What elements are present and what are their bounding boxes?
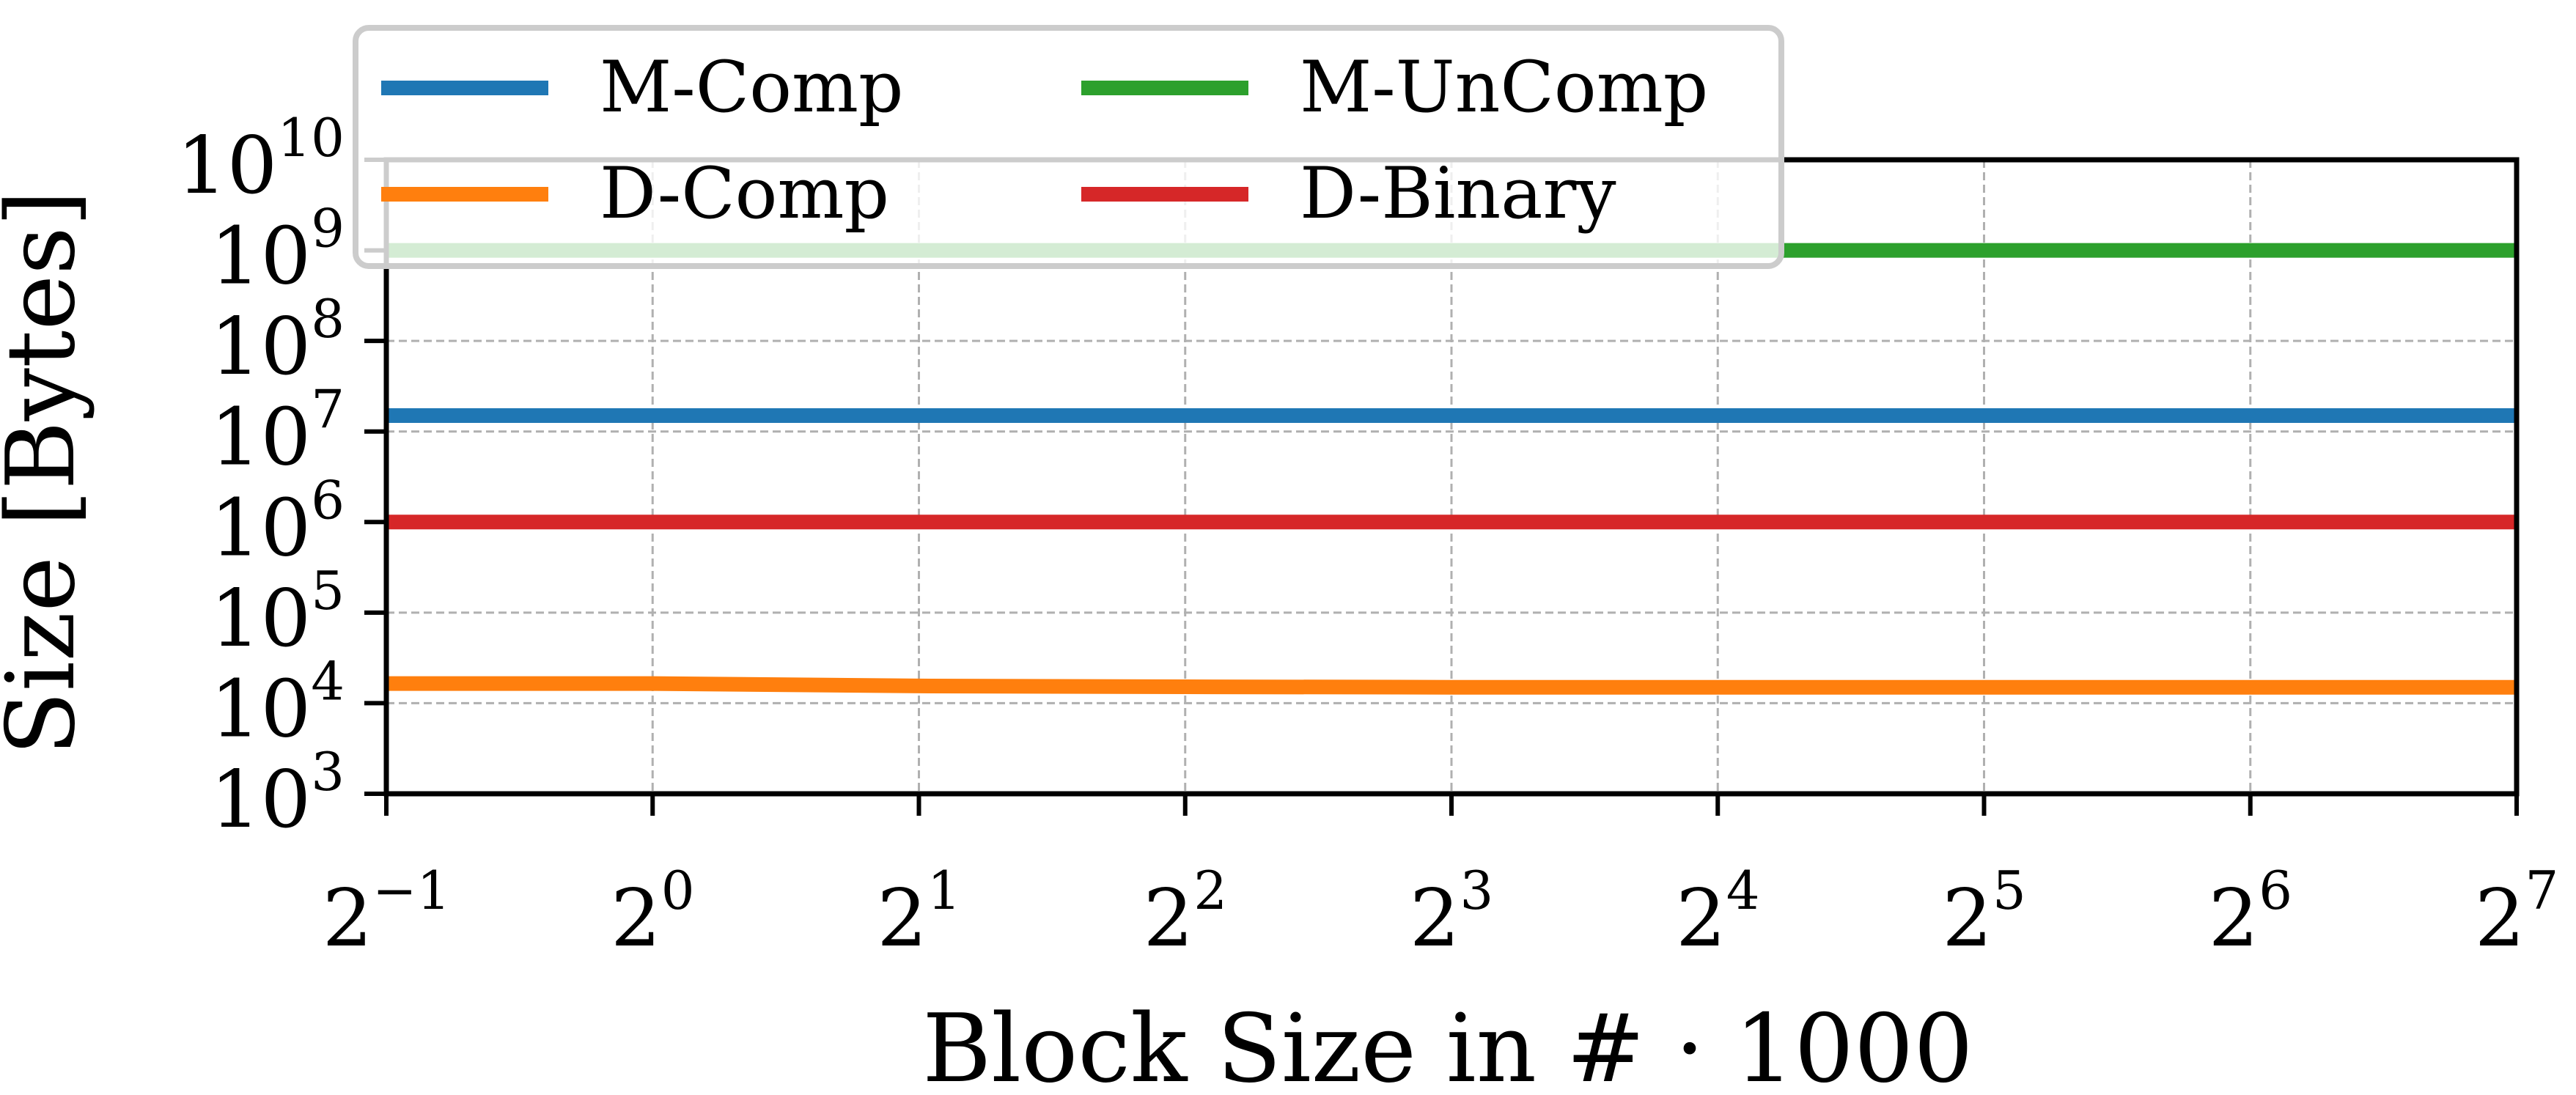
x-tick-base: 2 bbox=[2208, 873, 2259, 965]
y-tick-label: 105 bbox=[210, 560, 345, 665]
x-tick-label: 22 bbox=[1143, 860, 1227, 965]
y-tick-exponent: 8 bbox=[311, 288, 345, 350]
x-tick-base: 2 bbox=[611, 873, 661, 965]
legend-box bbox=[353, 25, 1784, 269]
y-tick-base: 10 bbox=[210, 754, 311, 846]
x-tick-exponent: 1 bbox=[927, 860, 961, 921]
y-tick-exponent: 7 bbox=[311, 379, 345, 440]
x-tick-label: 21 bbox=[877, 860, 961, 965]
y-tick-base: 10 bbox=[210, 663, 311, 755]
legend-label-d-comp: D-Comp bbox=[600, 152, 889, 235]
y-tick-exponent: 9 bbox=[311, 198, 345, 259]
legend-label-m-uncomp: M-UnComp bbox=[1300, 46, 1708, 128]
y-tick-label: 104 bbox=[210, 650, 345, 755]
y-tick-base: 10 bbox=[210, 301, 311, 393]
x-tick-base: 2 bbox=[1676, 873, 1726, 965]
y-tick-base: 10 bbox=[177, 120, 277, 212]
x-tick-label: 24 bbox=[1676, 860, 1760, 965]
x-axis-label: Block Size in # · 1000 bbox=[922, 995, 1973, 1095]
x-tick-exponent: 3 bbox=[1460, 860, 1493, 921]
y-tick-label: 106 bbox=[210, 469, 345, 574]
x-tick-label: 2−1 bbox=[323, 860, 451, 965]
y-tick-label: 108 bbox=[210, 288, 345, 393]
y-tick-base: 10 bbox=[210, 392, 311, 484]
y-tick-label: 103 bbox=[210, 741, 345, 846]
legend: M-Comp M-UnComp D-Comp D-Binary bbox=[353, 25, 1784, 269]
legend-label-m-comp: M-Comp bbox=[600, 46, 903, 128]
y-tick-label: 107 bbox=[210, 379, 345, 484]
x-tick-exponent: 4 bbox=[1726, 860, 1760, 921]
y-tick-label: 109 bbox=[210, 198, 345, 303]
y-tick-label: 1010 bbox=[177, 107, 345, 212]
x-tick-label: 26 bbox=[2208, 860, 2292, 965]
x-tick-base: 2 bbox=[2475, 873, 2525, 965]
x-tick-exponent: 5 bbox=[1992, 860, 2026, 921]
y-tick-exponent: 6 bbox=[311, 469, 345, 531]
x-tick-exponent: 6 bbox=[2259, 860, 2292, 921]
x-tick-base: 2 bbox=[1410, 873, 1460, 965]
y-tick-exponent: 4 bbox=[311, 650, 345, 712]
x-tick-base: 2 bbox=[1143, 873, 1193, 965]
x-tick-label: 20 bbox=[611, 860, 695, 965]
y-tick-base: 10 bbox=[210, 211, 311, 303]
series-line-d-comp bbox=[386, 676, 2517, 695]
y-tick-exponent: 5 bbox=[311, 560, 345, 622]
x-tick-exponent: 0 bbox=[661, 860, 695, 921]
y-tick-exponent: 10 bbox=[277, 107, 345, 169]
x-tick-exponent: −1 bbox=[372, 860, 450, 921]
x-tick-label: 27 bbox=[2475, 860, 2559, 965]
x-tick-exponent: 7 bbox=[2525, 860, 2558, 921]
y-tick-exponent: 3 bbox=[311, 741, 345, 803]
y-axis-label: Size [Bytes] bbox=[0, 190, 96, 756]
x-tick-label: 23 bbox=[1410, 860, 1494, 965]
x-tick-base: 2 bbox=[323, 873, 373, 965]
x-tick-base: 2 bbox=[1942, 873, 1992, 965]
y-tick-base: 10 bbox=[210, 482, 311, 574]
legend-label-d-binary: D-Binary bbox=[1300, 152, 1616, 235]
x-axis-ticks: 2−1 20 21 22 23 24 25 26 27 bbox=[323, 794, 2559, 965]
y-tick-base: 10 bbox=[210, 573, 311, 665]
x-tick-label: 25 bbox=[1942, 860, 2026, 965]
x-tick-exponent: 2 bbox=[1193, 860, 1227, 921]
x-tick-base: 2 bbox=[877, 873, 927, 965]
